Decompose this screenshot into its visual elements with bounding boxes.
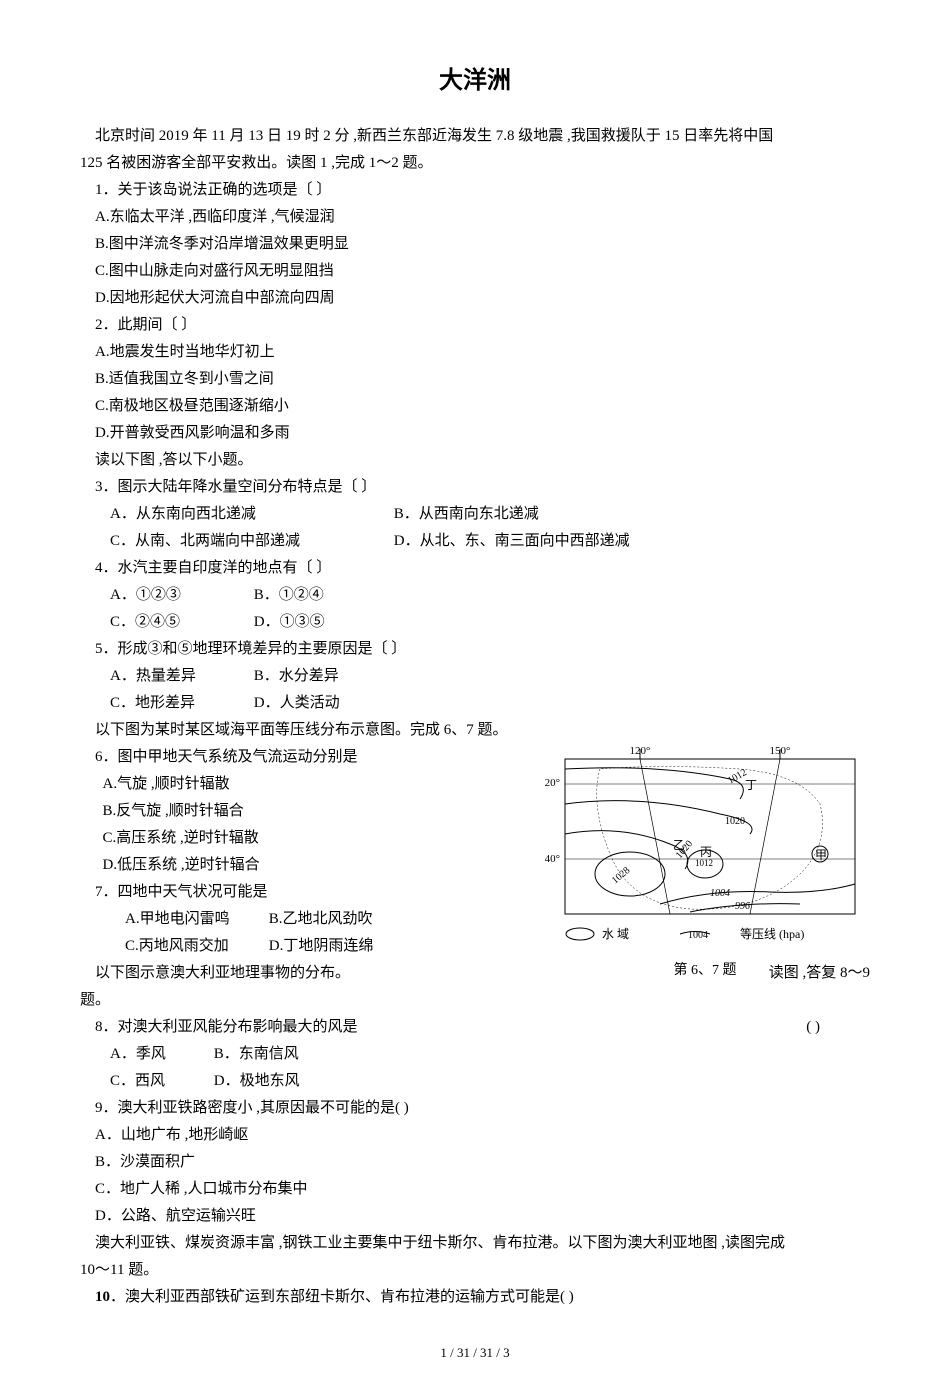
q1-option-c: C.图中山脉走向对盛行风无明显阻挡 bbox=[80, 258, 870, 285]
q8-option-c: C．西风 bbox=[95, 1068, 195, 1095]
figure-caption: 第 6、7 题 bbox=[540, 958, 870, 983]
q1-option-b: B.图中洋流冬季对沿岸增温效果更明显 bbox=[80, 231, 870, 258]
figure-section: 120° 150° 20° 40° 1012 1020 1020 1028 10… bbox=[80, 744, 870, 987]
q2-option-d: D.开普敦受西风影响温和多雨 bbox=[80, 420, 870, 447]
isobar-1020-outer bbox=[565, 801, 752, 834]
question-9: 9．澳大利亚铁路密度小 ,其原因最不可能的是( ) bbox=[80, 1095, 870, 1122]
q10-number: 10 bbox=[95, 1289, 110, 1305]
q5-option-a: A．热量差异 bbox=[95, 663, 235, 690]
lon-label-150: 150° bbox=[770, 745, 791, 757]
q7-option-b: B.乙地北风劲吹 bbox=[246, 906, 372, 933]
iso-label-1004: 1004 bbox=[710, 888, 730, 899]
question-1: 1．关于该岛说法正确的选项是〔 〕 bbox=[80, 177, 870, 204]
q3-option-d: D．从北、东、南三面向中西部递减 bbox=[379, 528, 630, 555]
q7-option-d: D.丁地阴雨连绵 bbox=[246, 933, 373, 960]
legend-water-label: 水 域 bbox=[602, 927, 629, 941]
question-3: 3．图示大陆年降水量空间分布特点是〔 〕 bbox=[80, 474, 870, 501]
question-10: 10．澳大利亚西部铁矿运到东部纽卡斯尔、肯布拉港的运输方式可能是( ) bbox=[80, 1284, 870, 1311]
label-yi: 乙 bbox=[673, 838, 685, 852]
q4-option-a: A．①②③ bbox=[95, 582, 235, 609]
intro-5a: 以下图示意澳大利亚地理事物的分布。 bbox=[80, 960, 380, 987]
q9-option-c: C．地广人稀 ,人口城市分布集中 bbox=[80, 1176, 870, 1203]
intro-line-2: 125 名被困游客全部平安救出。读图 1 ,完成 1～2 题。 bbox=[80, 150, 870, 177]
intro-5c: 题。 bbox=[80, 987, 870, 1014]
q7-option-a: A.甲地电闪雷鸣 bbox=[103, 906, 243, 933]
q8-row-cd: C．西风 D．极地东风 bbox=[80, 1068, 870, 1095]
iso-label-1020a: 1020 bbox=[725, 816, 745, 827]
lat-label-20: 20° bbox=[545, 777, 560, 789]
legend-iso-label: 等压线 (hpa) bbox=[740, 927, 804, 941]
q3-option-c: C．从南、北两端向中部递减 bbox=[95, 528, 375, 555]
q3-row-cd: C．从南、北两端向中部递减 D．从北、东、南三面向中西部递减 bbox=[80, 528, 870, 555]
q2-option-c: C.南极地区极昼范围逐渐缩小 bbox=[80, 393, 870, 420]
question-5: 5．形成③和⑤地理环境差异的主要原因是〔 〕 bbox=[80, 636, 870, 663]
q8-option-b: B．东南信风 bbox=[199, 1041, 299, 1068]
q4-option-d: D．①③⑤ bbox=[239, 609, 325, 636]
q5-option-b: B．水分差异 bbox=[239, 663, 339, 690]
q9-option-a: A．山地广布 ,地形崎岖 bbox=[80, 1122, 870, 1149]
q5-option-c: C．地形差异 bbox=[95, 690, 235, 717]
q5-row-cd: C．地形差异 D．人类活动 bbox=[80, 690, 870, 717]
legend-water-icon bbox=[566, 928, 594, 940]
intro-4: 以下图为某时某区域海平面等压线分布示意图。完成 6、7 题。 bbox=[80, 717, 870, 744]
q8-row-ab: A．季风 B．东南信风 bbox=[80, 1041, 870, 1068]
q4-option-b: B．①②④ bbox=[239, 582, 324, 609]
page-number: 1 / 31 / 31 / 3 bbox=[80, 1341, 870, 1364]
q4-row-cd: C．②④⑤ D．①③⑤ bbox=[80, 609, 870, 636]
q4-row-ab: A．①②③ B．①②④ bbox=[80, 582, 870, 609]
iso-label-996: 996 bbox=[735, 901, 750, 912]
q1-option-d: D.因地形起伏大河流自中部流向四周 bbox=[80, 285, 870, 312]
intro-line-1: 北京时间 2019 年 11 月 13 日 19 时 2 分 ,新西兰东部近海发… bbox=[80, 123, 870, 150]
q8-option-d: D．极地东风 bbox=[199, 1068, 300, 1095]
question-2: 2．此期间〔 〕 bbox=[80, 312, 870, 339]
q3-option-b: B．从西南向东北递减 bbox=[379, 501, 539, 528]
legend-iso-value: 1004 bbox=[688, 930, 708, 941]
q10-text: ．澳大利亚西部铁矿运到东部纽卡斯尔、肯布拉港的运输方式可能是( ) bbox=[110, 1289, 574, 1305]
q2-option-b: B.适值我国立冬到小雪之间 bbox=[80, 366, 870, 393]
intro-6b: 10～11 题。 bbox=[80, 1257, 870, 1284]
isobar-1012-top bbox=[565, 768, 743, 799]
q5-row-ab: A．热量差异 B．水分差异 bbox=[80, 663, 870, 690]
question-8-row: 8．对澳大利亚风能分布影响最大的风是 ( ) bbox=[80, 1014, 870, 1041]
q3-row-ab: A．从东南向西北递减 B．从西南向东北递减 bbox=[80, 501, 870, 528]
q8-option-a: A．季风 bbox=[95, 1041, 195, 1068]
q8-paren: ( ) bbox=[806, 1014, 820, 1041]
q9-option-b: B．沙漠面积广 bbox=[80, 1149, 870, 1176]
iso-label-1028: 1028 bbox=[610, 865, 632, 886]
q7-option-c: C.丙地风雨交加 bbox=[103, 933, 243, 960]
intro-3: 读以下图 ,答以下小题。 bbox=[80, 447, 870, 474]
q9-option-d: D．公路、航空运输兴旺 bbox=[80, 1203, 870, 1230]
intro-6a: 澳大利亚铁、煤炭资源丰富 ,钢铁工业主要集中于纽卡斯尔、肯布拉港。以下图为澳大利… bbox=[80, 1230, 870, 1257]
question-8: 8．对澳大利亚风能分布影响最大的风是 bbox=[80, 1014, 358, 1041]
isobar-1020-inner bbox=[565, 831, 688, 869]
q1-option-a: A.东临太平洋 ,西临印度洋 ,气候湿润 bbox=[80, 204, 870, 231]
lon-line-120 bbox=[640, 759, 670, 914]
label-ding: 丁 bbox=[745, 778, 757, 792]
iso-label-1012b: 1012 bbox=[695, 858, 713, 868]
q3-option-a: A．从东南向西北递减 bbox=[95, 501, 375, 528]
lon-label-120: 120° bbox=[630, 745, 651, 757]
lat-label-40: 40° bbox=[545, 853, 560, 865]
question-4: 4．水汽主要自印度洋的地点有〔 〕 bbox=[80, 555, 870, 582]
isobar-1004 bbox=[660, 884, 855, 904]
label-bing: 丙 bbox=[700, 845, 712, 859]
q4-option-c: C．②④⑤ bbox=[95, 609, 235, 636]
q2-option-a: A.地震发生时当地华灯初上 bbox=[80, 339, 870, 366]
pressure-map-figure: 120° 150° 20° 40° 1012 1020 1020 1028 10… bbox=[540, 744, 870, 964]
pressure-map-svg: 120° 150° 20° 40° 1012 1020 1020 1028 10… bbox=[540, 744, 870, 944]
q5-option-d: D．人类活动 bbox=[239, 690, 340, 717]
page-title: 大洋洲 bbox=[80, 60, 870, 103]
